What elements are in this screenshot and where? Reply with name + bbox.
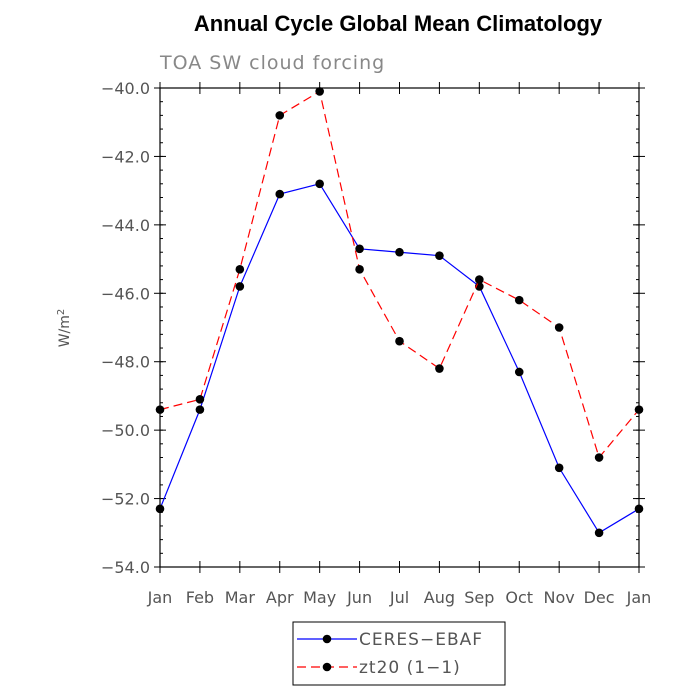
plot-frame bbox=[159, 87, 640, 568]
data-point bbox=[554, 463, 564, 473]
legend-label: zt20 (1−1) bbox=[359, 658, 461, 678]
data-point bbox=[634, 405, 644, 414]
data-point bbox=[475, 275, 484, 284]
x-tick-label: Apr bbox=[266, 588, 294, 607]
data-point bbox=[634, 504, 644, 514]
data-point bbox=[594, 453, 604, 462]
chart-title: Annual Cycle Global Mean Climatology bbox=[194, 11, 603, 36]
data-point bbox=[235, 265, 245, 274]
x-tick-label: Feb bbox=[186, 588, 214, 607]
data-point bbox=[514, 295, 524, 305]
x-tick-label: Dec bbox=[584, 588, 615, 607]
plot-area: −54.0 −52.0 −50.0 −48.0 −46.0 −44.0 −42.0 −40.0… bbox=[101, 79, 651, 607]
legend-marker bbox=[322, 662, 332, 672]
x-tick-label: Aug bbox=[424, 588, 455, 607]
data-point bbox=[315, 179, 324, 189]
legend-box bbox=[292, 621, 506, 686]
legend-marker bbox=[322, 634, 332, 644]
data-point bbox=[275, 111, 285, 120]
data-point bbox=[315, 87, 324, 96]
series-line bbox=[159, 183, 640, 534]
y-tick-label: −40.0 bbox=[101, 79, 150, 98]
data-point bbox=[235, 282, 245, 291]
x-tick-label: Jun bbox=[346, 588, 372, 607]
chart-subtitle: TOA SW cloud forcing bbox=[159, 52, 385, 74]
y-tick-label: −42.0 bbox=[101, 147, 150, 166]
y-tick-label: −44.0 bbox=[101, 216, 150, 235]
legend: CERES−EBAF zt20 (1−1) bbox=[292, 621, 506, 686]
data-point bbox=[275, 189, 285, 199]
y-tick-label: −52.0 bbox=[101, 490, 150, 509]
y-axis-label: W/m2 bbox=[56, 309, 74, 348]
x-tick-label: Mar bbox=[225, 588, 256, 607]
data-point bbox=[355, 265, 364, 274]
data-point bbox=[155, 504, 165, 514]
data-point bbox=[514, 367, 524, 377]
x-tick-label: Jan bbox=[626, 588, 652, 607]
data-point bbox=[355, 244, 364, 254]
data-point bbox=[195, 395, 205, 404]
y-tick-label: −54.0 bbox=[101, 558, 150, 577]
data-point bbox=[395, 336, 404, 346]
data-point bbox=[155, 405, 165, 414]
x-tick-label: May bbox=[303, 588, 336, 607]
x-tick-label: Jul bbox=[389, 588, 409, 607]
data-point bbox=[435, 364, 444, 373]
data-point bbox=[195, 405, 205, 414]
x-tick-label: Nov bbox=[544, 588, 575, 607]
data-point bbox=[435, 251, 444, 260]
x-tick-label: Oct bbox=[505, 588, 533, 607]
y-tick-label: −46.0 bbox=[101, 284, 150, 303]
x-tick-label: Jan bbox=[147, 588, 173, 607]
y-tick-label: −50.0 bbox=[101, 421, 150, 440]
series-line bbox=[159, 90, 640, 459]
data-point bbox=[395, 247, 404, 257]
data-point bbox=[554, 323, 564, 332]
x-tick-label: Sep bbox=[464, 588, 494, 607]
legend-label: CERES−EBAF bbox=[359, 630, 483, 650]
data-point bbox=[594, 528, 604, 538]
y-tick-label: −48.0 bbox=[101, 353, 150, 372]
